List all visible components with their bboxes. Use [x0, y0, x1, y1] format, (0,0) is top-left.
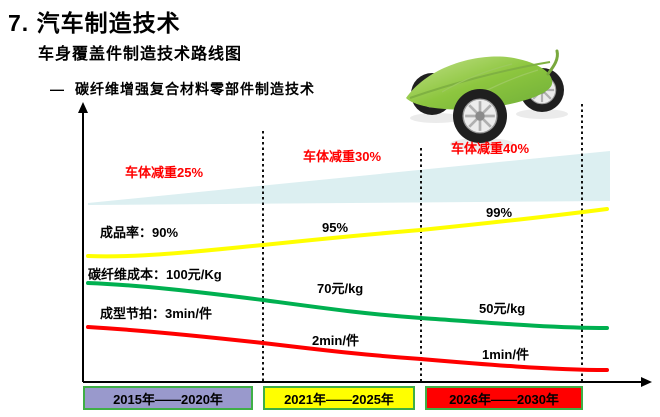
weight-reduction-label-3: 车体减重40% — [451, 141, 530, 156]
fiber-cost-value-3: 50元/kg — [479, 301, 526, 316]
fiber-cost-row: 碳纤维成本：100元/Kg — [88, 267, 222, 282]
cycle-time-label: 成型节拍： — [100, 306, 166, 321]
yield-rate-line — [86, 207, 609, 259]
timeline-bar-1: 2015年——2020年 — [83, 386, 253, 410]
axes — [78, 102, 652, 387]
leaf-body — [406, 56, 553, 110]
yield-rate-row: 成品率：90% — [100, 225, 179, 240]
weight-trend-band — [88, 151, 610, 205]
page-title: 7. 汽车制造技术 — [8, 10, 181, 36]
fiber-cost-line — [86, 281, 609, 330]
bullet-dash-icon: — — [50, 81, 65, 97]
weight-reduction-label-2: 车体减重30% — [303, 149, 382, 164]
cycle-time-value-1: 3min/件 — [165, 306, 212, 321]
timeline-label-1: 2015年——2020年 — [113, 391, 223, 407]
yield-rate-value-1: 90% — [152, 225, 179, 240]
leaf-vein — [409, 61, 551, 99]
bullet-text: 碳纤维增强复合材料零部件制造技术 — [75, 81, 315, 97]
timeline-bar-3: 2026年——2030年 — [425, 386, 583, 410]
cycle-time-value-3: 1min/件 — [482, 347, 529, 362]
fiber-cost-value-1: 100元/Kg — [166, 267, 222, 282]
leaf-stem — [546, 49, 559, 76]
fiber-cost-value-2: 70元/kg — [317, 281, 364, 296]
y-axis-arrow-icon — [78, 102, 88, 113]
yield-rate-value-3: 99% — [486, 205, 513, 220]
leaf-car-illustration — [406, 49, 568, 150]
chart-caption: — 碳纤维增强复合材料零部件制造技术 — [50, 79, 315, 99]
timeline-label-3: 2026年——2030年 — [449, 391, 559, 407]
x-axis-arrow-icon — [641, 377, 652, 387]
cycle-time-row: 成型节拍：3min/件 — [100, 306, 212, 321]
timeline-bar-2: 2021年——2025年 — [263, 386, 415, 410]
yield-rate-label: 成品率： — [100, 225, 153, 240]
page-subtitle: 车身覆盖件制造技术路线图 — [38, 46, 243, 63]
cycle-time-line — [86, 325, 609, 372]
front-wheel-icon — [451, 87, 509, 145]
cycle-time-value-2: 2min/件 — [312, 333, 359, 348]
fiber-cost-label: 碳纤维成本： — [88, 267, 167, 282]
yield-rate-value-2: 95% — [322, 220, 349, 235]
weight-reduction-label-1: 车体减重25% — [125, 165, 204, 180]
timeline-label-2: 2021年——2025年 — [284, 391, 394, 407]
